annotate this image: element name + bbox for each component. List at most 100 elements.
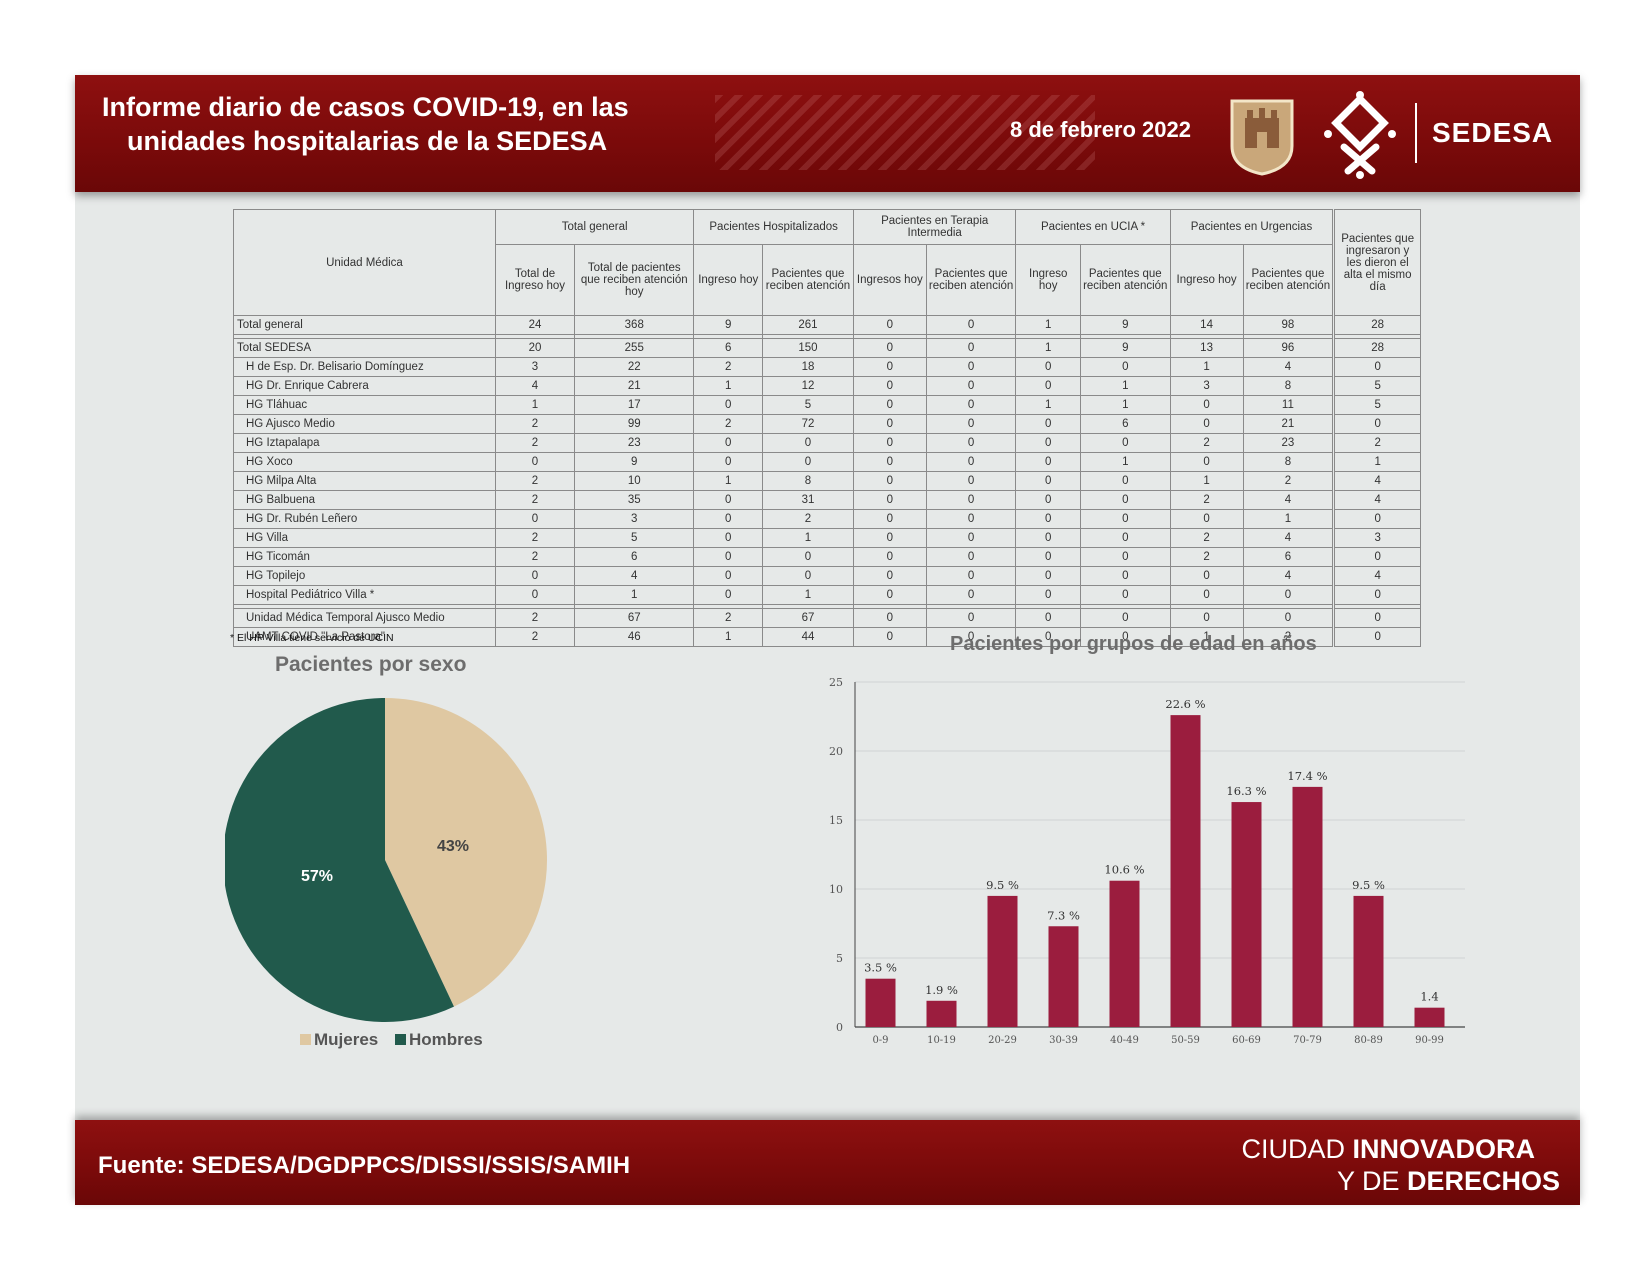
table-cell: 0 [1079,471,1171,491]
table-cell: 0 [925,566,1017,586]
table-cell: 0 [1332,608,1421,628]
source-text: Fuente: SEDESA/DGDPPCS/DISSI/SSIS/SAMIH [98,1152,631,1179]
unit-name-cell: H de Esp. Dr. Belisario Domínguez [233,357,496,377]
table-cell: 0 [1332,509,1421,529]
bar-30-39 [1048,926,1079,1027]
tagline-light2: Y DE [1336,1166,1407,1196]
subcol-urg-atencion: Pacientes que reciben atención [1242,244,1335,316]
table-cell: 72 [762,414,854,434]
bar-data-label: 17.4 % [1287,769,1327,783]
bar-data-label: 1.9 % [925,983,958,997]
x-tick-label: 10-19 [927,1035,956,1046]
table-cell: 0 [1242,608,1335,628]
table-cell: 0 [1079,566,1171,586]
table-cell: 0 [1015,585,1081,605]
table-cell: 0 [1169,585,1244,605]
table-cell: 0 [925,395,1017,415]
pie-label-mujeres: 43% [437,838,469,855]
table-cell: 28 [1332,338,1421,358]
col-hospitalizados: Pacientes Hospitalizados [693,209,854,245]
col-terapia-intermedia: Pacientes en Terapia Intermedia [852,209,1017,245]
table-cell: 0 [693,585,764,605]
table-cell: 0 [852,608,927,628]
x-tick-label: 20-29 [988,1035,1017,1046]
table-cell: 1 [1169,357,1244,377]
table-cell: 0 [1015,433,1081,453]
table-cell: 46 [574,627,695,647]
unit-name-cell: Total SEDESA [233,338,496,358]
table-cell: 1 [1169,471,1244,491]
report-date: 8 de febrero 2022 [1010,117,1191,142]
table-cell: 0 [925,315,1017,335]
y-tick-label: 20 [829,745,843,758]
pie-slice-mujeres [385,698,547,1007]
x-tick-label: 70-79 [1293,1035,1322,1046]
table-cell: 0 [1015,608,1081,628]
table-cell: 1 [1242,509,1335,529]
table-cell: 5 [1332,376,1421,396]
x-tick-label: 40-49 [1110,1035,1139,1046]
table-cell: 0 [1015,509,1081,529]
table-cell: 0 [1015,490,1081,510]
table-row: Hospital Pediátrico Villa * 0 1 0 1 0 0 0 0 0 0 0 [233,585,1421,605]
table-cell: 9 [1079,315,1171,335]
unit-name-cell: HG Xoco [233,452,496,472]
table-cell: 2 [494,433,576,453]
bar-90-99 [1414,1007,1445,1027]
table-cell: 4 [574,566,695,586]
col-total-general: Total general [494,209,695,245]
tagline-line2: Y DE DERECHOS [1337,1166,1560,1197]
table-cell: 0 [1332,585,1421,605]
table-footnote: * El HP Villa tiene servicio de UCIN [230,632,394,644]
header-banner: Informe diario de casos COVID-19, en las… [75,75,1580,192]
table-cell: 150 [762,338,854,358]
bar-data-label: 3.5 % [864,961,897,975]
table-cell: 9 [1079,338,1171,358]
x-tick-label: 60-69 [1232,1035,1261,1046]
report-slide: Informe diario de casos COVID-19, en las… [75,75,1580,1205]
x-tick-label: 0-9 [872,1035,888,1046]
table-cell: 261 [762,315,854,335]
table-cell: 67 [762,608,854,628]
bar-data-label: 9.5 % [1352,878,1385,892]
table-cell: 0 [925,471,1017,491]
table-cell: 1 [1332,452,1421,472]
bar-data-label: 7.3 % [1047,908,1080,922]
table-cell: 3 [1169,376,1244,396]
y-tick-label: 10 [829,883,843,896]
table-row: Unidad Médica Temporal Ajusco Medio 2 67 2 6… [233,608,1421,628]
unit-name-cell: HG Ticomán [233,547,496,567]
table-cell: 0 [925,528,1017,548]
table-cell: 6 [574,547,695,567]
logo-separator [1415,103,1417,163]
table-cell: 0 [1015,471,1081,491]
table-cell: 1 [1015,338,1081,358]
table-cell: 0 [693,452,764,472]
table-cell: 4 [1242,490,1335,510]
table-cell: 0 [925,509,1017,529]
table-cell: 2 [494,490,576,510]
table-row: HG Ticomán 2 6 0 0 0 0 0 0 2 6 0 [233,547,1421,567]
table-cell: 2 [494,414,576,434]
table-cell: 2 [1242,471,1335,491]
tagline-bold1: INNOVADORA [1352,1134,1535,1164]
table-cell: 4 [1332,566,1421,586]
unit-name-cell: HG Balbuena [233,490,496,510]
table-cell: 10 [574,471,695,491]
table-cell: 99 [574,414,695,434]
table-row: HG Tláhuac 1 17 0 5 0 0 1 1 0 11 5 [233,395,1421,415]
table-row: HG Balbuena 2 35 0 31 0 0 0 0 2 4 4 [233,490,1421,510]
table-cell: 1 [762,528,854,548]
cdmx-crest-icon [1230,99,1294,176]
subcol-terapia-atencion: Pacientes que reciben atención [925,244,1017,316]
table-cell: 0 [1169,608,1244,628]
table-cell: 1 [693,376,764,396]
table-cell: 0 [494,585,576,605]
bar-data-label: 1.4 [1420,990,1438,1004]
table-cell: 35 [574,490,695,510]
table-cell: 0 [1015,627,1081,647]
table-cell: 98 [1242,315,1335,335]
table-cell: 1 [1079,395,1171,415]
table-cell: 21 [1242,414,1335,434]
table-cell: 4 [1242,528,1335,548]
